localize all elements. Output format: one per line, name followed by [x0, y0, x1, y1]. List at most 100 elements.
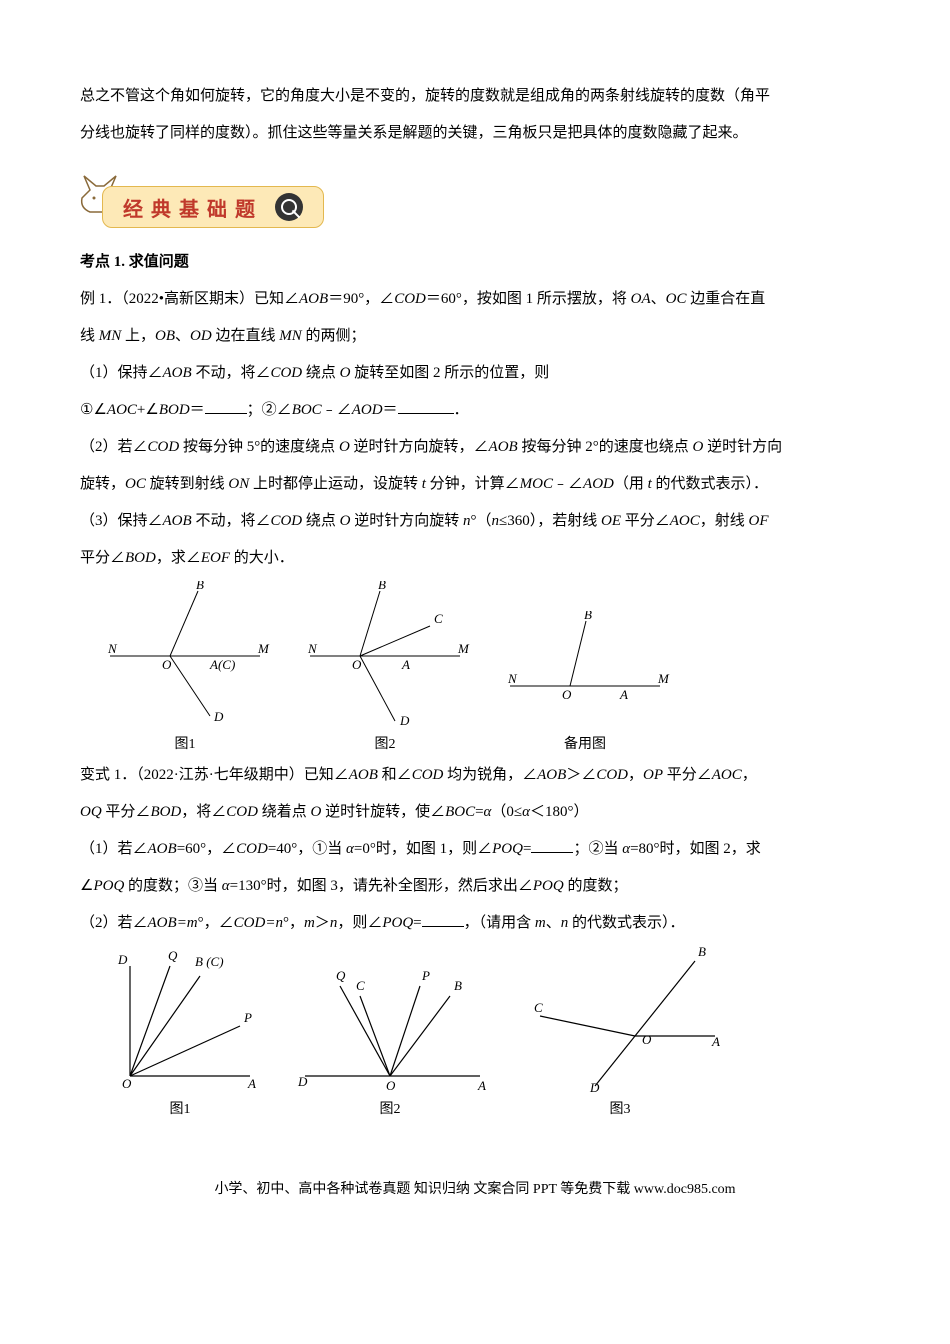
text: ①∠ [80, 402, 107, 418]
svg-text:A(C): A(C) [209, 657, 235, 672]
text: ＝60°，按如图 1 所示摆放，将 [426, 291, 631, 307]
example1-q1: （1）保持∠AOB 不动，将∠COD 绕点 O 旋转至如图 2 所示的位置，则 [80, 357, 870, 390]
var-n: n [492, 513, 500, 529]
var-aoc: AOC [107, 402, 137, 418]
var-alpha: α [622, 841, 630, 857]
banner-text: 经典基础题 [123, 193, 263, 222]
var-ob: OB [155, 328, 175, 344]
svg-text:C: C [534, 1000, 543, 1015]
var-o: O [692, 439, 703, 455]
text: 线 [80, 328, 99, 344]
var-n: n [463, 513, 471, 529]
var-eof: EOF [201, 550, 230, 566]
example1-q3a: （3）保持∠AOB 不动，将∠COD 绕点 O 逆时针方向旋转 n°（n≤360… [80, 505, 870, 538]
page: 总之不管这个角如何旋转，它的角度大小是不变的，旋转的度数就是组成角的两条射线旋转… [0, 0, 950, 1238]
text: ＞∠ [566, 767, 596, 783]
var-m: m [304, 915, 315, 931]
variant1-line2: OQ 平分∠BOD，将∠COD 绕着点 O 逆时针旋转，使∠BOC=α（0≤α＜… [80, 796, 870, 829]
svg-text:D: D [117, 952, 128, 967]
svg-text:A: A [619, 687, 628, 702]
var-boc: BOC [445, 804, 475, 820]
var-aob: AOB [489, 439, 518, 455]
svg-text:Q: Q [336, 968, 346, 983]
text: 逆时针方向旋转，∠ [350, 439, 489, 455]
figure-caption: 备用图 [500, 733, 670, 753]
text: 的代数式表示）． [652, 476, 768, 492]
text: ﹣∠ [322, 402, 352, 418]
text: 平分∠ [102, 804, 151, 820]
var-aob: AOB [148, 841, 177, 857]
text: 旋转至如图 2 所示的位置，则 [350, 365, 549, 381]
text: °（ [471, 513, 492, 529]
text: 平分∠ [663, 767, 712, 783]
svg-text:D: D [297, 1074, 308, 1089]
svg-text:O: O [122, 1076, 132, 1091]
var-on: ON [228, 476, 249, 492]
figure-panel: NBOAM备用图 [500, 611, 670, 753]
variant1-q1a: （1）若∠AOB=60°，∠COD=40°，①当 α=0°时，如图 1，则∠PO… [80, 833, 870, 866]
var-op: OP [643, 767, 663, 783]
text: 不动，将∠ [192, 365, 271, 381]
variant1-q1b: ∠POQ 的度数；③当 α=130°时，如图 3，请先补全图形，然后求出∠POQ… [80, 870, 870, 903]
blank-2 [398, 398, 454, 414]
text: ，求∠ [156, 550, 201, 566]
text: 、 [546, 915, 561, 931]
text: =130°时，如图 3，请先补全图形，然后求出∠ [230, 878, 533, 894]
var-m: m [535, 915, 546, 931]
text: 均为锐角，∠ [443, 767, 537, 783]
var-aob: AOB [349, 767, 378, 783]
text: = [523, 841, 531, 857]
text: 逆时针方向旋转 [350, 513, 463, 529]
var-od: OD [190, 328, 212, 344]
var-aob: AOB [537, 767, 566, 783]
page-footer: 小学、初中、高中各种试卷真题 知识归纳 文案合同 PPT 等免费下载 www.d… [80, 1178, 870, 1198]
text: ＝ [190, 402, 205, 418]
text: 例 1．（2022•高新区期末）已知∠ [80, 291, 299, 307]
var-o: O [339, 439, 350, 455]
text: 按每分钟 2°的速度也绕点 [518, 439, 693, 455]
text: 分钟，计算∠ [426, 476, 520, 492]
text: 边在直线 [212, 328, 280, 344]
text: 绕点 [302, 365, 340, 381]
figure-panel: OABPCQD图2 [290, 946, 490, 1118]
svg-text:N: N [307, 641, 318, 656]
text: ， [628, 767, 643, 783]
figure-panel: OAPB (C)QD图1 [100, 946, 260, 1118]
text: +∠ [137, 402, 159, 418]
text: 逆时针方向 [703, 439, 782, 455]
svg-text:B: B [698, 946, 706, 959]
text: ＝90°，∠ [328, 291, 394, 307]
var-poq: POQ [93, 878, 124, 894]
text: 旋转， [80, 476, 125, 492]
svg-text:M: M [657, 671, 670, 686]
svg-text:D: D [399, 713, 410, 728]
svg-text:B: B [196, 581, 204, 592]
text: 绕点 [302, 513, 340, 529]
var-cod: COD [234, 915, 266, 931]
var-cod: COD [596, 767, 628, 783]
text: （3）保持∠ [80, 513, 163, 529]
text: （1）保持∠ [80, 365, 163, 381]
text: ＜180°） [530, 804, 589, 820]
var-poq: POQ [533, 878, 564, 894]
var-cod: COD [394, 291, 426, 307]
variant1-figures: OAPB (C)QD图1OABPCQD图2OABCD图3 [100, 946, 870, 1118]
text: ，则∠ [337, 915, 382, 931]
text: （2）若∠ [80, 439, 148, 455]
figure-caption: 图1 [100, 733, 270, 753]
var-cod: COD [226, 804, 258, 820]
var-cod: COD [412, 767, 444, 783]
text: °， [283, 915, 304, 931]
svg-text:C: C [356, 978, 365, 993]
var-oa: OA [631, 291, 651, 307]
svg-text:M: M [457, 641, 470, 656]
text: °，∠ [198, 915, 234, 931]
text: ≤360），若射线 [499, 513, 601, 529]
example1-line2: 线 MN 上，OB、OD 边在直线 MN 的两侧； [80, 320, 870, 353]
text: 逆时针旋转，使∠ [321, 804, 445, 820]
blank-4 [422, 911, 464, 927]
text: 上时都停止运动，设旋转 [249, 476, 422, 492]
example1-line1: 例 1．（2022•高新区期末）已知∠AOB＝90°，∠COD＝60°，按如图 … [80, 283, 870, 316]
text: 和∠ [378, 767, 412, 783]
blank-3 [531, 837, 573, 853]
